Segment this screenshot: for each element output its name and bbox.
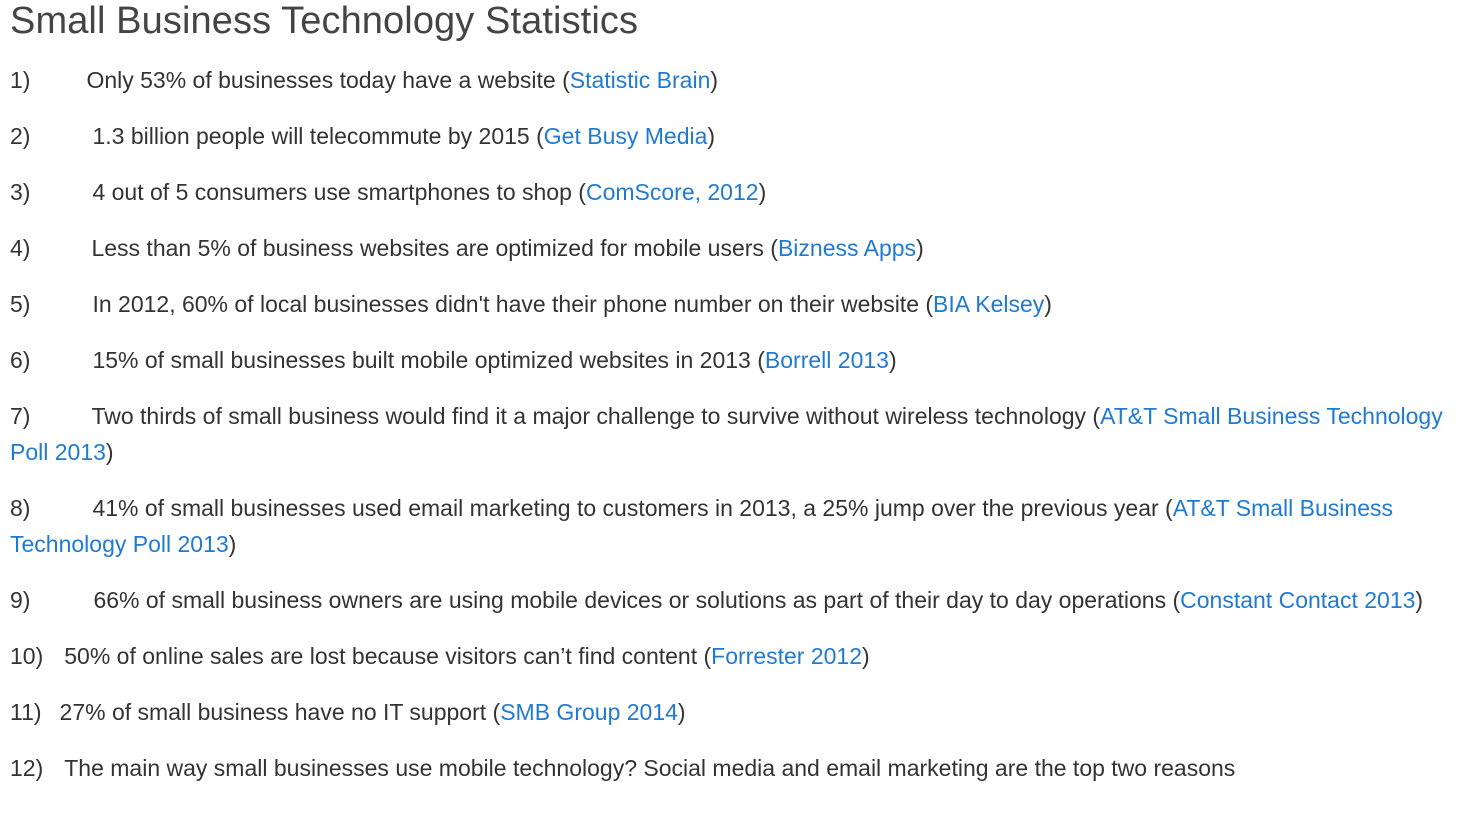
list-item: 8) 41% of small businesses used email mar… (10, 490, 1460, 562)
item-text: 50% of online sales are lost because vis… (64, 643, 698, 669)
source-link[interactable]: SMB Group 2014 (500, 699, 678, 725)
source-link[interactable]: Statistic Brain (569, 67, 711, 93)
list-item: 12) The main way small businesses use mob… (10, 750, 1460, 786)
item-text: 41% of small businesses used email marke… (92, 495, 1159, 521)
item-number: 8) (10, 495, 31, 521)
source-link[interactable]: AT&T Small Business Technology Poll 2013 (10, 495, 1393, 557)
item-number: 9) (10, 587, 31, 613)
list-item: 3) 4 out of 5 consumers use smartphones t… (10, 174, 1460, 210)
list-item: 4) Less than 5% of business websites are … (10, 230, 1460, 266)
list-item: 9) 66% of small business owners are using… (10, 582, 1460, 618)
item-text: 4 out of 5 consumers use smartphones to … (92, 179, 572, 205)
item-number: 10) (10, 643, 44, 669)
list-item: 7) Two thirds of small business would fin… (10, 398, 1460, 470)
item-text: The main way small businesses use mobile… (64, 755, 1236, 781)
list-item: 2) 1.3 billion people will telecommute by… (10, 118, 1460, 154)
list-item: 11) 27% of small business have no IT supp… (10, 694, 1460, 730)
item-number: 6) (10, 347, 31, 373)
item-number: 1) (10, 67, 31, 93)
item-number: 11) (10, 699, 42, 725)
source-link[interactable]: Get Busy Media (543, 123, 708, 149)
article: Small Business Technology Statistics 1) O… (10, 0, 1460, 806)
source-link[interactable]: BIA Kelsey (933, 291, 1045, 317)
item-number: 4) (10, 235, 31, 261)
item-text: Only 53% of businesses today have a webs… (86, 67, 556, 93)
source-link[interactable]: ComScore, 2012 (585, 179, 759, 205)
source-link[interactable]: AT&T Small Business Technology Poll 2013 (10, 403, 1443, 465)
source-link[interactable]: Borrell 2013 (764, 347, 889, 373)
list-item: 6) 15% of small businesses built mobile o… (10, 342, 1460, 378)
item-number: 2) (10, 123, 31, 149)
item-number: 5) (10, 291, 31, 317)
item-number: 12) (10, 755, 44, 781)
source-link[interactable]: Bizness Apps (777, 235, 917, 261)
item-text: Two thirds of small business would find … (91, 403, 1087, 429)
item-text: 66% of small business owners are using m… (93, 587, 1167, 613)
list-item: 1) Only 53% of businesses today have a we… (10, 62, 1460, 98)
item-text: 1.3 billion people will telecommute by 2… (92, 123, 530, 149)
source-link[interactable]: Constant Contact 2013 (1180, 587, 1416, 613)
item-text: 27% of small business have no IT support (59, 699, 487, 725)
statistics-list: 1) Only 53% of businesses today have a we… (10, 62, 1460, 786)
item-number: 3) (10, 179, 31, 205)
item-number: 7) (10, 403, 31, 429)
item-text: 15% of small businesses built mobile opt… (92, 347, 751, 373)
item-text: In 2012, 60% of local businesses didn't … (92, 291, 919, 317)
list-item: 5) In 2012, 60% of local businesses didn'… (10, 286, 1460, 322)
item-text: Less than 5% of business websites are op… (91, 235, 764, 261)
source-link[interactable]: Forrester 2012 (711, 643, 863, 669)
page-title: Small Business Technology Statistics (10, 0, 639, 42)
list-item: 10) 50% of online sales are lost because … (10, 638, 1460, 674)
